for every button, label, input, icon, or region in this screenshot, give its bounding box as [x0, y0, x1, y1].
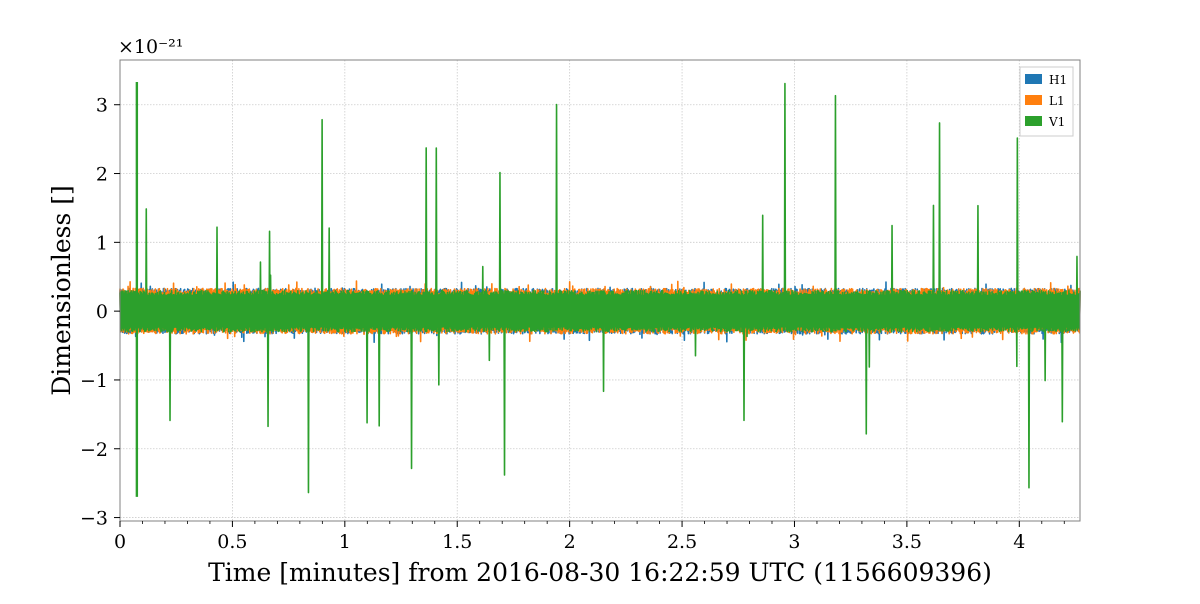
legend-label-H1: H1 — [1049, 73, 1067, 87]
y-axis-multiplier: ×10⁻²¹ — [118, 36, 183, 58]
legend-label-V1: V1 — [1048, 115, 1065, 129]
series-layer — [119, 82, 1081, 497]
x-tick-label: 3 — [788, 531, 800, 553]
y-tick-label: 2 — [96, 164, 108, 186]
x-tick-label: 1 — [339, 531, 351, 553]
y-tick-label: 1 — [96, 232, 108, 254]
ticks: 0 0.5 1 1.5 2 2.5 3 3.5 4 −3 −2 −1 0 1 2 3 — [80, 95, 1065, 553]
x-tick-label: 2 — [564, 531, 576, 553]
y-tick-label: −3 — [80, 508, 108, 530]
y-axis-label: Dimensionless [] — [47, 185, 76, 396]
legend-label-L1: L1 — [1049, 94, 1065, 108]
x-tick-label: 2.5 — [667, 531, 697, 553]
x-tick-label: 3.5 — [892, 531, 922, 553]
y-tick-label: 3 — [96, 95, 108, 117]
y-tick-label: −1 — [80, 370, 108, 392]
legend-swatch-V1 — [1025, 116, 1042, 126]
x-tick-label: 4 — [1013, 531, 1025, 553]
y-tick-label: −2 — [80, 439, 108, 461]
x-tick-label: 0.5 — [217, 531, 247, 553]
plot-frame — [119, 59, 1081, 522]
y-tick-label: 0 — [96, 301, 108, 323]
legend-swatch-H1 — [1025, 74, 1042, 84]
legend: H1 L1 V1 — [1019, 66, 1074, 137]
x-tick-label: 0 — [114, 531, 126, 553]
legend-swatch-L1 — [1025, 95, 1042, 105]
series-line-V1 — [119, 82, 1081, 494]
x-axis-label: Time [minutes] from 2016-08-30 16:22:59 … — [208, 558, 992, 587]
x-tick-label: 1.5 — [442, 531, 472, 553]
